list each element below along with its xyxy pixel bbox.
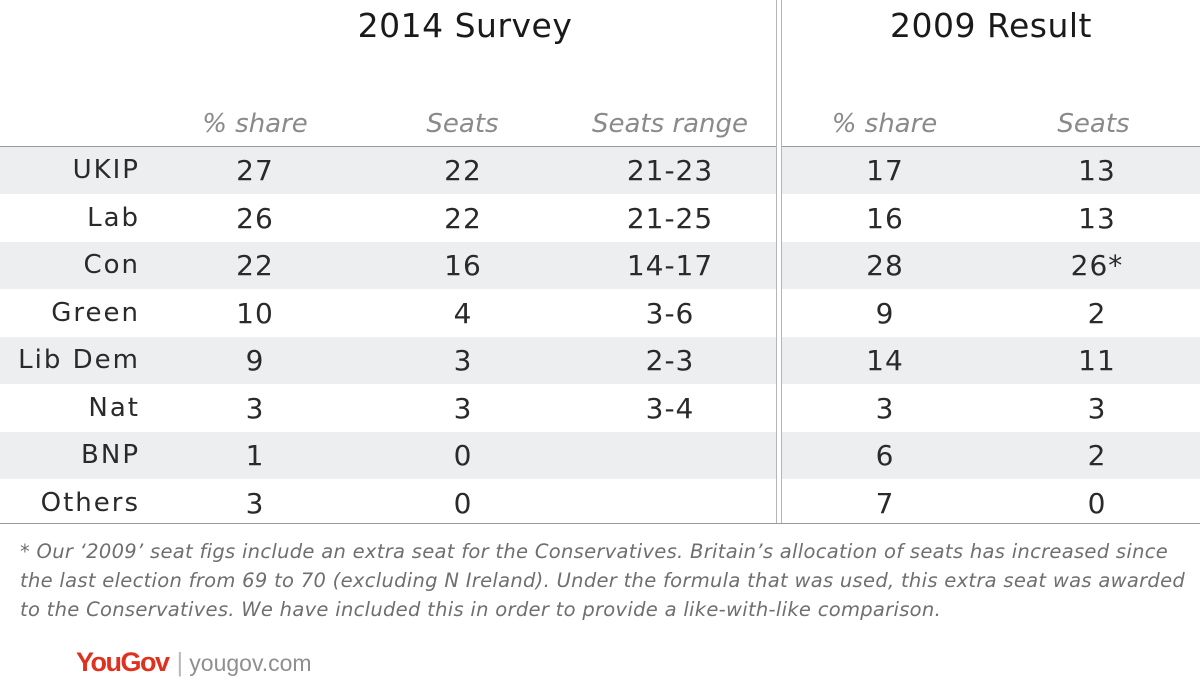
yougov-logo: YouGov xyxy=(76,647,170,677)
result-2009-title: 2009 Result xyxy=(890,6,1092,45)
party-label: Nat xyxy=(88,392,140,423)
table-cell: 13 xyxy=(1078,201,1116,235)
table-cell: 13 xyxy=(1078,154,1116,187)
table-row: UKIP 27 22 21-23 17 13 xyxy=(0,147,1200,194)
table-cell: 26* xyxy=(1070,249,1124,282)
table-cell: 14 xyxy=(866,344,904,377)
table-cell: 16 xyxy=(866,201,904,235)
table-cell: 3-4 xyxy=(645,391,695,425)
row-shade xyxy=(782,242,1200,289)
table-cell: 4 xyxy=(453,296,473,330)
header-divider xyxy=(0,146,1200,147)
table-cell xyxy=(570,432,770,479)
party-label: Green xyxy=(51,297,140,328)
party-label: Con xyxy=(83,250,140,280)
table-cell: 28 xyxy=(866,249,904,282)
table-cell: 9 xyxy=(245,344,265,377)
table-cell: 0 xyxy=(1087,486,1107,520)
table-cell: 7 xyxy=(875,486,895,520)
party-label: Lab xyxy=(87,202,140,233)
table-cell: 17 xyxy=(866,154,904,187)
table-cell: 22 xyxy=(444,154,482,187)
brand-footer: YouGov | yougov.com xyxy=(76,645,312,679)
party-label: Others xyxy=(40,487,140,518)
table-cell: 2-3 xyxy=(645,344,695,377)
table-cell xyxy=(570,480,770,527)
table-cell: 26 xyxy=(236,201,274,235)
survey-2014-title: 2014 Survey xyxy=(357,6,573,45)
table-row: Lib Dem 9 3 2-3 14 11 xyxy=(0,337,1200,384)
yougov-url: yougov.com xyxy=(189,650,312,676)
brand-separator: | xyxy=(176,647,184,677)
table-cell: 3 xyxy=(245,486,265,520)
table-cell: 3 xyxy=(875,391,895,425)
table-cell: 2 xyxy=(1087,296,1107,330)
section-divider xyxy=(776,0,782,523)
table-cell: 21-23 xyxy=(626,154,714,187)
table-cell: 3 xyxy=(453,344,473,377)
table-row: Nat 3 3 3-4 3 3 xyxy=(0,385,1200,432)
table-cell: 11 xyxy=(1078,344,1116,377)
header-seats-range-2014: Seats range xyxy=(591,109,749,139)
header-share-2009: % share xyxy=(831,109,938,139)
table-cell: 21-25 xyxy=(626,201,714,235)
table-cell: 1 xyxy=(245,439,265,472)
header-share-2014: % share xyxy=(202,109,308,139)
table-cell: 3 xyxy=(1087,391,1107,425)
row-shade xyxy=(0,242,776,289)
table-cell: 2 xyxy=(1087,439,1107,472)
row-shade xyxy=(782,337,1200,384)
party-label: UKIP xyxy=(72,155,140,185)
table-cell: 14-17 xyxy=(626,249,714,282)
party-label: Lib Dem xyxy=(18,345,140,375)
table-cell: 6 xyxy=(875,439,895,472)
table-cell: 9 xyxy=(875,296,895,330)
row-shade xyxy=(0,147,776,194)
header-seats-2009: Seats xyxy=(1057,109,1130,139)
table-row: Green 10 4 3-6 9 2 xyxy=(0,290,1200,337)
table-cell: 10 xyxy=(236,296,274,330)
table-row: Con 22 16 14-17 28 26* xyxy=(0,242,1200,289)
row-shade xyxy=(0,337,776,384)
table-cell: 0 xyxy=(453,439,473,472)
footnote: * Our ‘2009’ seat figs include an extra … xyxy=(20,540,1186,621)
table-cell: 27 xyxy=(236,154,274,187)
table-row: Others 3 0 7 0 xyxy=(0,480,1200,527)
table-row: Lab 26 22 21-25 16 13 xyxy=(0,195,1200,242)
party-label: BNP xyxy=(81,440,140,470)
table-cell: 0 xyxy=(453,486,473,520)
table-bottom-divider xyxy=(0,523,1200,524)
table-cell: 22 xyxy=(444,201,482,235)
row-shade xyxy=(0,432,776,479)
table-cell: 16 xyxy=(444,249,482,282)
row-shade xyxy=(782,432,1200,479)
header-seats-2014: Seats xyxy=(426,109,499,139)
table-cell: 22 xyxy=(236,249,274,282)
table-cell: 3 xyxy=(245,391,265,425)
table-row: BNP 1 0 6 2 xyxy=(0,432,1200,479)
table-cell: 3-6 xyxy=(645,296,695,330)
row-shade xyxy=(782,147,1200,194)
table-cell: 3 xyxy=(453,391,473,425)
